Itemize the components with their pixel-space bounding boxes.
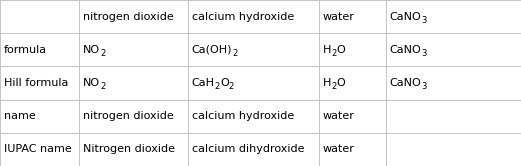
Text: O: O <box>337 78 345 88</box>
Text: calcium dihydroxide: calcium dihydroxide <box>192 144 304 154</box>
Text: formula: formula <box>4 45 47 55</box>
Text: CaH: CaH <box>192 78 215 88</box>
Text: IUPAC name: IUPAC name <box>4 144 72 154</box>
Text: 3: 3 <box>421 16 427 25</box>
Text: CaNO: CaNO <box>390 45 421 55</box>
Text: 3: 3 <box>421 49 427 58</box>
Text: NO: NO <box>83 78 101 88</box>
Text: 2: 2 <box>331 82 337 91</box>
Text: name: name <box>4 111 36 121</box>
Text: Ca(OH): Ca(OH) <box>192 45 232 55</box>
Text: CaNO: CaNO <box>390 78 421 88</box>
Text: H: H <box>323 45 331 55</box>
Text: 2: 2 <box>229 82 234 91</box>
Text: nitrogen dioxide: nitrogen dioxide <box>83 111 174 121</box>
Text: O: O <box>337 45 345 55</box>
Text: water: water <box>323 144 355 154</box>
Text: calcium hydroxide: calcium hydroxide <box>192 12 294 22</box>
Text: H: H <box>323 78 331 88</box>
Text: water: water <box>323 12 355 22</box>
Text: water: water <box>323 111 355 121</box>
Text: calcium hydroxide: calcium hydroxide <box>192 111 294 121</box>
Text: O: O <box>220 78 229 88</box>
Text: 2: 2 <box>101 82 106 91</box>
Text: NO: NO <box>83 45 101 55</box>
Text: 2: 2 <box>101 49 106 58</box>
Text: nitrogen dioxide: nitrogen dioxide <box>83 12 174 22</box>
Text: Nitrogen dioxide: Nitrogen dioxide <box>83 144 176 154</box>
Text: 2: 2 <box>215 82 220 91</box>
Text: 2: 2 <box>331 49 337 58</box>
Text: CaNO: CaNO <box>390 12 421 22</box>
Text: 3: 3 <box>421 82 427 91</box>
Text: Hill formula: Hill formula <box>4 78 69 88</box>
Text: 2: 2 <box>232 49 238 58</box>
